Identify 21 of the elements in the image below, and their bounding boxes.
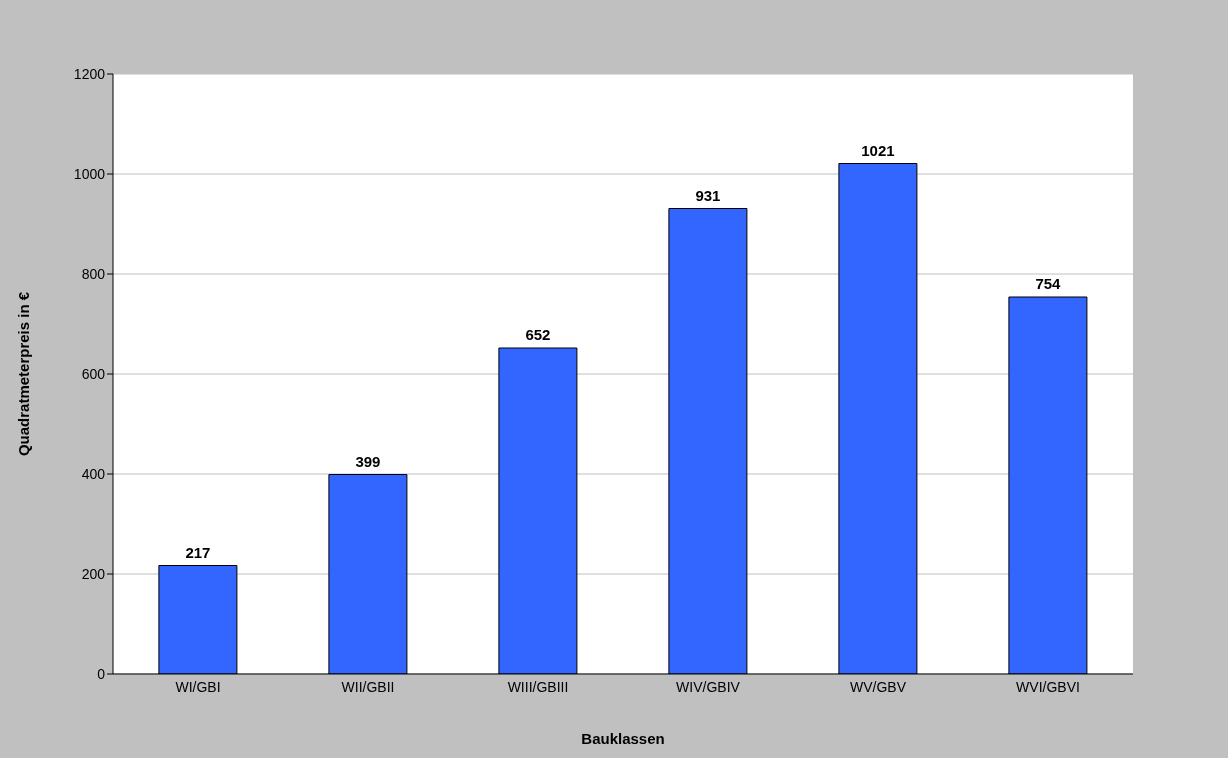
y-axis-title: Quadratmeterpreis in € (15, 291, 33, 457)
y-tick-label: 1200 (73, 65, 106, 82)
x-tick-label: WIV/GBIV (676, 678, 741, 695)
y-tick-label: 800 (81, 265, 106, 282)
data-label: 217 (185, 543, 211, 561)
data-label: 1021 (861, 141, 895, 159)
x-tick-label: WV/GBV (849, 678, 907, 695)
data-label: 399 (355, 452, 381, 470)
y-tick-label: 0 (97, 665, 106, 682)
x-tick-label: WI/GBI (175, 678, 221, 695)
x-axis-title: Bauklassen (581, 730, 665, 747)
y-tick-label: 400 (81, 465, 106, 482)
data-label: 931 (695, 186, 721, 204)
y-tick-label: 1000 (73, 165, 106, 182)
data-label: 652 (525, 326, 551, 343)
y-tick-label: 600 (81, 365, 106, 382)
data-label: 754 (1035, 275, 1062, 292)
y-tick-label: 200 (81, 565, 106, 582)
x-tick-label: WIII/GBIII (507, 678, 569, 695)
x-tick-label: WVI/GBVI (1016, 678, 1080, 695)
x-tick-label: WII/GBII (341, 678, 395, 695)
